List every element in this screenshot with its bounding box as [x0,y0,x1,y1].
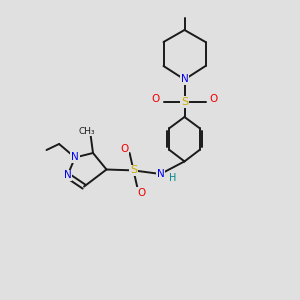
Text: S: S [130,165,137,176]
Text: H: H [169,172,176,183]
Text: O: O [137,188,145,198]
Text: N: N [64,170,71,181]
Text: S: S [181,97,188,107]
Text: CH₃: CH₃ [78,127,95,136]
Text: O: O [152,94,160,104]
Text: N: N [71,152,79,163]
Text: O: O [209,94,217,104]
Text: O: O [120,144,128,154]
Text: N: N [157,169,164,179]
Text: N: N [181,74,188,85]
